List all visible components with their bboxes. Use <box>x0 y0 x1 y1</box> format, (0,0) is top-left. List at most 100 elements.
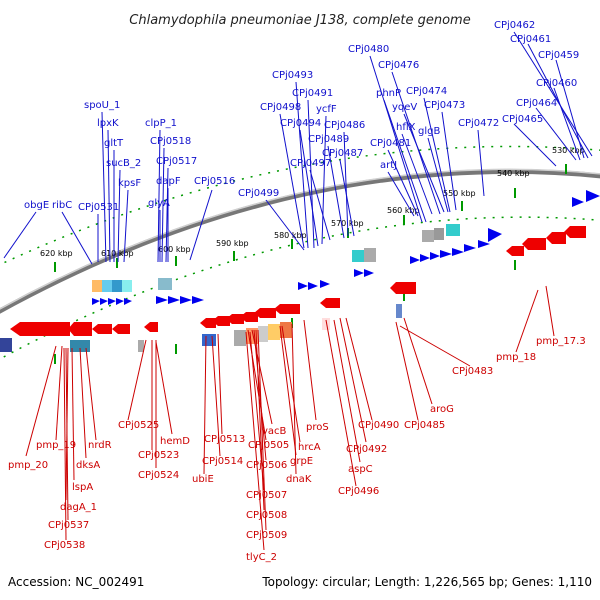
backbone <box>0 168 600 314</box>
gene-label: ubiE <box>192 474 214 485</box>
gene-arrow <box>92 298 100 305</box>
backbone-highlight <box>0 168 600 310</box>
feature-block <box>258 326 268 342</box>
gene-arrow <box>112 324 130 334</box>
gene-label: CPj0489 <box>308 134 349 145</box>
gene-arrow <box>354 269 364 277</box>
gene-arrow <box>274 304 300 314</box>
gene-arrow <box>564 226 586 238</box>
gene-label: artJ <box>380 160 397 171</box>
gene-label: CPj0496 <box>338 486 379 497</box>
gene-arrow <box>240 312 258 322</box>
gene-arrow <box>156 296 168 304</box>
gene-label: pmp_18 <box>496 352 536 363</box>
scale-label: 620 kbp <box>40 249 73 258</box>
gene-label: clpP_1 <box>145 118 177 129</box>
gene-arrow <box>200 318 216 328</box>
gene-label: CPj0485 <box>404 420 445 431</box>
gene-label: CPj0462 <box>494 20 535 31</box>
gene-label: CPj0460 <box>536 78 577 89</box>
scale-label: 580 kbp <box>274 231 307 240</box>
gene-label: CPj0513 <box>204 434 245 445</box>
gene-label: glyA <box>148 198 170 209</box>
gene-arrow <box>478 240 490 248</box>
gene-label: CPj0473 <box>424 100 465 111</box>
gene-label: hemD <box>160 436 190 447</box>
gene-label: nrdR <box>88 440 112 451</box>
gene-label: CPj0523 <box>138 450 179 461</box>
gene-arrow <box>226 314 244 324</box>
feature-block <box>112 280 122 292</box>
gene-label: grpE <box>290 456 313 467</box>
gene-arrow <box>100 298 108 305</box>
gene-arrow <box>452 248 464 256</box>
gene-label: CPj0464 <box>516 98 557 109</box>
feature-block <box>422 230 434 242</box>
gene-label: pmp_19 <box>36 440 76 451</box>
gene-label: CPj0491 <box>292 88 333 99</box>
scale-label: 590 kbp <box>216 239 249 248</box>
gene-label: CPj0492 <box>346 444 387 455</box>
gene-label: CPj0506 <box>246 460 287 471</box>
gene-label: dksA <box>76 460 100 471</box>
feature-block <box>234 330 246 346</box>
gene-arrow <box>108 298 116 305</box>
gene-label: CPj0493 <box>272 70 313 81</box>
gene-arrow <box>212 316 230 326</box>
gene-arrow <box>116 298 124 305</box>
gene-arrow <box>440 250 452 258</box>
gene-label: CPj0459 <box>538 50 579 61</box>
feature-block <box>322 318 330 330</box>
feature-block <box>92 280 102 292</box>
gene-label: glgB <box>418 126 440 137</box>
gene-arrow <box>320 298 340 308</box>
gene-arrow <box>410 256 420 264</box>
gene-arrow <box>10 322 70 336</box>
gene-label: CPj0517 <box>156 156 197 167</box>
gene-label: CPj0507 <box>246 490 287 501</box>
feature-block <box>70 340 90 352</box>
gene-arrow <box>308 282 318 290</box>
gene-label: dapF <box>156 176 181 187</box>
gene-arrow <box>390 282 416 294</box>
reverse-leader-lines <box>25 285 555 551</box>
gene-label: kpsF <box>118 178 141 189</box>
gene-arrow <box>254 308 276 318</box>
gene-label: aspC <box>348 464 373 475</box>
gene-label: CPj0498 <box>260 102 301 113</box>
inner-tick-ring <box>0 216 600 360</box>
gene-arrow <box>586 190 600 202</box>
gene-label: dagA_1 <box>60 502 97 513</box>
feature-block <box>0 338 12 352</box>
gene-label: sucB_2 <box>106 158 141 169</box>
feature-block <box>446 224 460 236</box>
feature-block <box>122 280 132 292</box>
gene-label: dnaK <box>286 474 312 485</box>
gene-arrow <box>68 322 92 336</box>
gene-label: ribC <box>52 200 72 211</box>
feature-block <box>158 278 172 290</box>
gene-label: hrcA <box>298 442 321 453</box>
gene-label: CPj0537 <box>48 520 89 531</box>
gene-arrow <box>464 244 476 252</box>
gene-label: lpxK <box>97 118 119 129</box>
gene-arrow <box>180 296 192 304</box>
gene-label: CPj0487 <box>322 148 363 159</box>
gene-label: CPj0518 <box>150 136 191 147</box>
feature-block <box>138 340 144 352</box>
gene-label: CPj0524 <box>138 470 179 481</box>
gene-arrow <box>92 324 112 334</box>
scale-label: 610 kbp <box>101 249 134 258</box>
gene-label: CPj0474 <box>406 86 447 97</box>
gene-arrow <box>320 280 330 288</box>
gene-arrow <box>192 296 204 304</box>
gene-arrow <box>488 228 502 242</box>
forward-gene-labels: obgE ribC CPj0531 spoU_1 lpxK gltT sucB_… <box>24 20 579 213</box>
gene-label: proS <box>306 422 329 433</box>
gene-arrow <box>420 254 430 262</box>
gene-arrow <box>124 298 132 305</box>
gene-arrow <box>298 282 308 290</box>
gene-label: CPj0505 <box>248 440 289 451</box>
gene-label: CPj0538 <box>44 540 85 551</box>
